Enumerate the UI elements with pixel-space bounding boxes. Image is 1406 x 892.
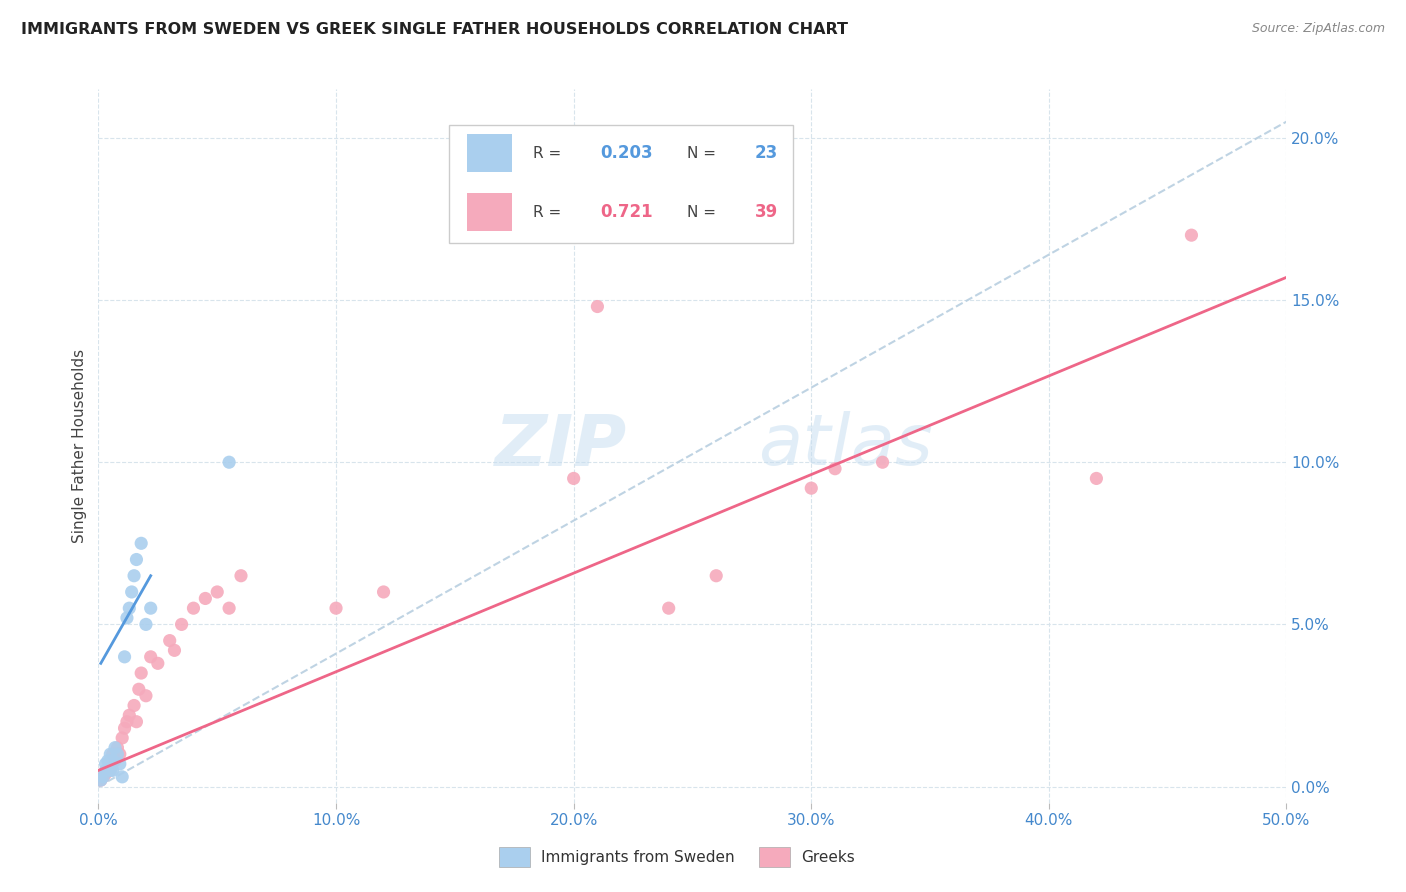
Point [115,611,138,625]
Point [114,649,136,664]
Point [170,617,193,632]
Point [94,766,117,780]
Bar [467,194,512,231]
FancyBboxPatch shape [449,125,793,243]
Point [146,657,169,671]
Point [91,770,114,784]
Point [1085,471,1108,485]
Point [91,770,114,784]
Point [114,721,136,735]
Point [562,471,585,485]
Point [125,552,148,566]
Point [101,764,124,778]
Point [90,773,112,788]
Point [135,689,157,703]
Point [586,300,609,314]
Point [111,731,134,745]
Point [115,714,138,729]
Point [129,536,152,550]
Point [108,756,131,771]
Point [128,682,150,697]
Point [194,591,217,606]
Point [101,754,124,768]
Point [104,740,127,755]
Bar [467,135,512,172]
Text: ZIP: ZIP [495,411,627,481]
Text: Immigrants from Sweden: Immigrants from Sweden [541,850,735,864]
Y-axis label: Single Father Households: Single Father Households [72,349,87,543]
Point [111,770,134,784]
Text: Greeks: Greeks [801,850,855,864]
Point [325,601,347,615]
Point [104,754,127,768]
Point [139,601,162,615]
Text: N =: N = [688,204,716,219]
Text: R =: R = [533,204,561,219]
Point [94,756,117,771]
Point [94,764,117,778]
Point [800,481,823,495]
Point [101,747,124,761]
Text: 39: 39 [755,203,779,221]
Point [107,740,129,755]
Point [207,585,229,599]
Point [872,455,894,469]
Point [98,747,121,761]
Point [1180,228,1202,243]
Point [129,666,152,681]
Point [90,773,112,788]
Point [107,747,129,761]
Point [97,754,120,768]
Point [97,764,120,778]
Point [658,601,681,615]
Point [183,601,205,615]
Text: N =: N = [688,145,716,161]
Point [135,617,157,632]
Point [121,585,143,599]
Text: atlas: atlas [758,411,932,481]
Point [218,455,240,469]
Text: R =: R = [533,145,561,161]
Point [218,601,240,615]
Point [824,461,846,475]
Point [122,568,145,582]
Point [139,649,162,664]
Point [125,714,148,729]
Text: 23: 23 [755,145,779,162]
Text: 0.721: 0.721 [600,203,654,221]
Point [122,698,145,713]
Text: 0.203: 0.203 [600,145,654,162]
Point [118,601,141,615]
Point [118,708,141,723]
Point [373,585,395,599]
Point [108,747,131,761]
Point [98,764,121,778]
Point [704,568,727,582]
Point [98,764,121,778]
Text: IMMIGRANTS FROM SWEDEN VS GREEK SINGLE FATHER HOUSEHOLDS CORRELATION CHART: IMMIGRANTS FROM SWEDEN VS GREEK SINGLE F… [21,22,848,37]
Point [159,633,181,648]
Point [229,568,252,582]
Point [163,643,186,657]
Text: Source: ZipAtlas.com: Source: ZipAtlas.com [1251,22,1385,36]
